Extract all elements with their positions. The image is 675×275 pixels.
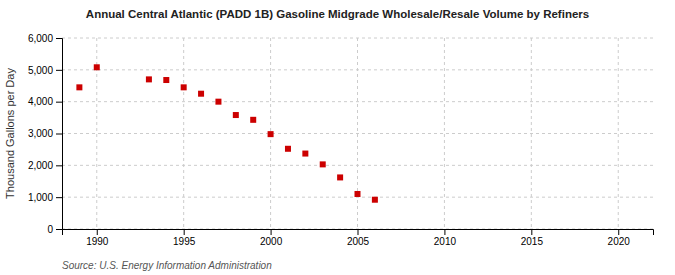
y-tick-label: 2,000 [28,160,53,171]
x-tick: 2005 [347,229,370,247]
x-tick-mark [358,229,359,235]
point [76,84,82,90]
source: Source: U.S. Energy Information Administ… [62,260,272,271]
chart: 1990 1995 2000 2005 2010 2015 2020 0 1,000 2,000 3… [0,0,675,275]
point [302,151,308,157]
x-tick-mark [618,229,619,235]
x-tick-mark [271,229,272,235]
x-tick-label: 1990 [86,236,109,247]
grid-line-x [444,38,445,229]
y-axis-title: Thousand Gallons per Day [4,68,16,199]
y-tick: 4,000 [28,96,62,107]
x-tick-mark [444,229,445,235]
x-tick: 2020 [608,229,631,247]
grid [62,38,653,229]
plot: 1990 1995 2000 2005 2010 2015 2020 0 1,000 2,000 3… [28,33,654,247]
y-tick: 6,000 [28,33,62,44]
x-tick: 2000 [260,229,283,247]
y-tick-mark [56,70,62,71]
y-tick-label: 6,000 [28,33,53,44]
point [320,161,326,167]
x-tick-label: 1995 [173,236,196,247]
x-axis: 1990 1995 2000 2005 2010 2015 2020 [63,229,654,247]
y-tick: 0 [47,224,62,235]
grid-line-y [62,165,653,166]
x-tick: 1995 [173,229,196,247]
grid-line-y [62,101,653,102]
point [198,91,204,97]
y-tick-mark [56,38,62,39]
y-tick: 2,000 [28,160,62,171]
point [372,197,378,203]
x-tick-label: 2015 [521,236,544,247]
y-axis: 0 1,000 2,000 3,000 4,000 5,000 6,000 [28,33,63,235]
y-tick-label: 1,000 [28,192,53,203]
x-tick-label: 2010 [434,236,457,247]
point [215,99,221,105]
y-tick: 1,000 [28,192,62,203]
point [268,131,274,137]
point [163,77,169,83]
points [76,64,378,202]
y-tick-label: 0 [47,224,53,235]
y-tick-mark [56,134,62,135]
y-tick-mark [56,197,62,198]
grid-line-x [618,38,619,229]
x-tick: 1990 [86,229,109,247]
title: Annual Central Atlantic (PADD 1B) Gasoli… [86,8,589,20]
x-tick-label: 2020 [608,236,631,247]
y-tick-mark [56,165,62,166]
point [233,112,239,118]
point [250,117,256,123]
x-tick-mark [531,229,532,235]
x-tick-mark [97,229,98,235]
x-tick: 2010 [434,229,457,247]
x-axis-line [63,230,654,236]
x-tick-label: 2000 [260,236,283,247]
y-tick-label: 5,000 [28,65,53,76]
x-tick-mark [184,229,185,235]
y-axis-line [56,39,63,230]
point [337,174,343,180]
y-tick: 5,000 [28,65,62,76]
x-tick-label: 2005 [347,236,370,247]
point [146,76,152,82]
y-tick-label: 4,000 [28,96,53,107]
y-tick: 3,000 [28,128,62,139]
grid-line-y [62,69,653,70]
grid-line-y [62,133,653,134]
point [285,146,291,152]
point [94,64,100,70]
y-tick-mark [56,229,62,230]
x-tick: 2015 [521,229,544,247]
y-tick-label: 3,000 [28,128,53,139]
y-tick-mark [56,102,62,103]
point [181,84,187,90]
grid-line-y [62,38,653,39]
point [355,191,361,197]
